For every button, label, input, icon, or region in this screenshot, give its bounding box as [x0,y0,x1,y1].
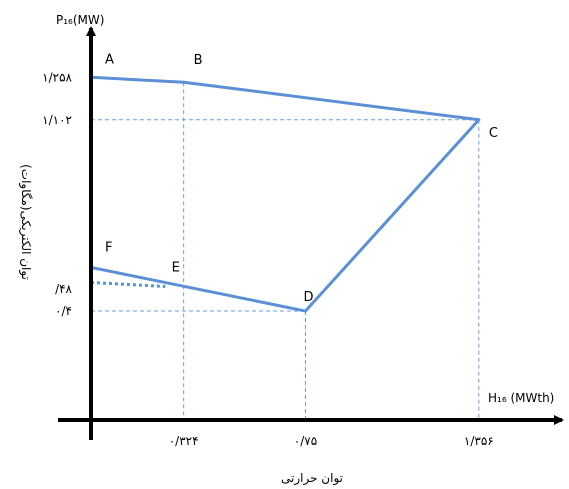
segment-b-c [182,80,481,122]
y-axis-subtitle: توان الکتریکی(مگاوات) [18,164,33,280]
y-axis-title: P₁₆(MW) [56,13,104,27]
point-labels: A B C D E F [105,52,498,305]
x-tick-label-1: ۰/۷۵ [294,434,317,448]
segment-d-f [89,265,307,313]
point-label-b: B [194,53,203,68]
y-tick-label-1: ۱/۱۰۲ [42,113,72,127]
x-tick-label-0: ۰/۳۲۴ [169,434,199,448]
point-label-c: C [489,126,498,141]
tick-labels: ۱/۲۵۸ ۱/۱۰۲/۴۸ ۰/۴ ۰/۳۲۴ ۰/۷۵ ۱/۳۵۶ [42,70,494,448]
guide-lines [91,82,480,420]
x-tick-label-2: ۱/۳۵۶ [464,434,494,448]
segment-dotted [90,280,166,289]
axes [58,26,564,440]
point-label-a: A [105,52,114,67]
point-label-e: E [172,260,180,275]
segment-c-d [304,118,481,313]
y-tick-label-0: ۱/۲۵۸ [42,70,72,84]
x-axis-subtitle: توان حرارتی [281,471,343,486]
x-axis-title: H₁₆ (MWth) [488,391,554,405]
point-label-f: F [105,240,112,255]
segment-a-b [89,75,186,84]
point-label-d: D [304,290,314,305]
y-tick-label-3: ۰/۴ [55,304,72,318]
region-outline [89,75,481,313]
y-tick-label-2: /۴۸ [55,282,72,296]
